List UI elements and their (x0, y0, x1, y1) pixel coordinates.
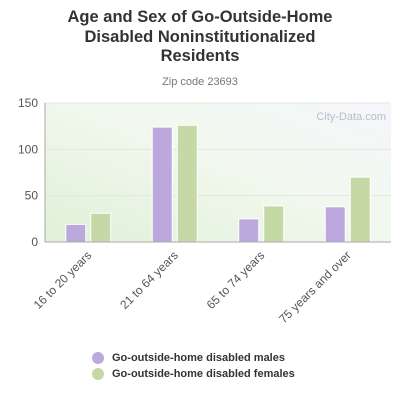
x-tick-label: 65 to 74 years (204, 248, 268, 312)
y-tick-label: 100 (18, 142, 38, 156)
x-tick-label: 75 years and over (276, 248, 354, 326)
legend-swatch-females (92, 368, 104, 380)
legend-item-males: Go-outside-home disabled males (92, 350, 295, 366)
y-tick-label: 50 (25, 189, 39, 203)
bar-males (325, 207, 345, 242)
x-tick-label: 21 to 64 years (117, 248, 181, 312)
y-tick-label: 150 (18, 96, 38, 110)
legend-item-females: Go-outside-home disabled females (92, 366, 295, 382)
bar-females (177, 125, 197, 242)
bar-males (66, 224, 86, 242)
legend-swatch-males (92, 352, 104, 364)
bar-females (350, 177, 370, 242)
legend-label-males: Go-outside-home disabled males (112, 352, 285, 364)
legend: Go-outside-home disabled males Go-outsid… (92, 350, 295, 382)
bar-males (239, 219, 259, 242)
bar-females (91, 213, 111, 242)
bar-females (264, 206, 284, 242)
x-tick-label: 16 to 20 years (31, 248, 95, 312)
watermark: City-Data.com (316, 111, 386, 123)
y-tick-label: 0 (31, 235, 38, 249)
bar-males (152, 127, 172, 242)
legend-label-females: Go-outside-home disabled females (112, 368, 295, 380)
